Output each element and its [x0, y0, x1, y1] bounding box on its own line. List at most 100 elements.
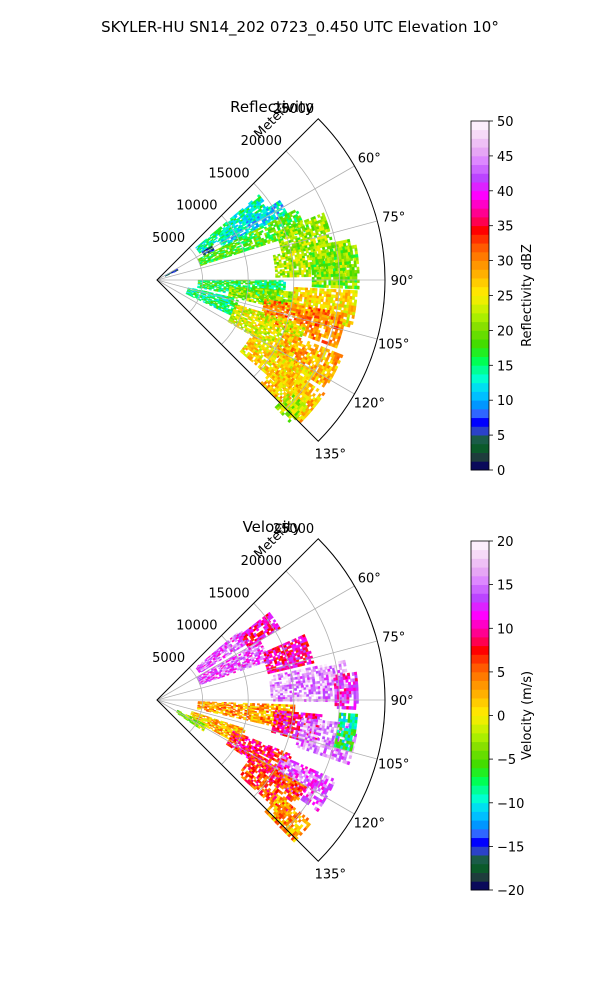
echo-gate	[308, 271, 312, 275]
echo-gate	[325, 265, 329, 270]
echo-gate	[294, 274, 298, 278]
echo-gate	[355, 257, 359, 262]
echo-gate	[323, 293, 327, 298]
radial-tick-label: 10000	[176, 199, 217, 214]
echo-gate	[218, 658, 222, 662]
colorbar-swatch	[471, 374, 489, 384]
echo-gate	[307, 290, 311, 294]
echo-gate	[353, 305, 357, 310]
echo-gate	[268, 283, 272, 286]
echo-gate	[275, 287, 279, 290]
echo-gate	[276, 283, 279, 286]
echo-gate	[305, 271, 309, 275]
echo-gate	[335, 282, 339, 286]
echo-gate	[305, 250, 309, 254]
echo-gate	[206, 284, 210, 287]
echo-gate	[206, 287, 210, 290]
echo-gate	[330, 265, 334, 270]
echo-gate	[301, 272, 305, 275]
echo-gate	[298, 267, 302, 271]
echo-gate	[340, 295, 344, 299]
echo-gate	[273, 285, 277, 288]
echo-gate	[238, 245, 242, 248]
echo-gate	[331, 337, 336, 342]
echo-gate	[332, 300, 336, 304]
echo-gate	[289, 272, 293, 276]
echo-gate	[316, 271, 320, 275]
echo-gate	[269, 291, 273, 294]
echo-gate	[284, 266, 288, 270]
echo-gate	[296, 272, 300, 276]
colorbar-swatch	[471, 400, 489, 410]
echo-gate	[308, 274, 312, 277]
echo-gate	[340, 276, 344, 280]
echo-gate	[234, 296, 238, 299]
echo-gate	[315, 387, 320, 393]
echo-gate	[330, 282, 334, 286]
echo-gate	[204, 283, 208, 286]
echo-gate	[329, 321, 333, 326]
echo-gate	[351, 296, 356, 300]
echo-gate	[315, 261, 319, 265]
echo-gate	[319, 288, 323, 292]
echo-gate	[321, 255, 326, 260]
echo-gate	[356, 266, 360, 271]
echo-gate	[356, 285, 360, 290]
echo-gate	[351, 273, 355, 277]
echo-gate	[318, 276, 322, 280]
echo-gate	[303, 274, 307, 278]
colorbar-swatch	[471, 321, 489, 331]
echo-gate	[335, 291, 339, 296]
echo-gate	[317, 301, 322, 305]
colorbar-swatch	[471, 164, 489, 174]
echo-gate	[345, 282, 348, 286]
echo-gate	[211, 281, 215, 283]
echo-gate	[314, 292, 318, 297]
echo-gate	[214, 240, 218, 243]
echo-gate	[326, 274, 329, 278]
echo-gate	[226, 673, 230, 676]
echo-gate	[302, 287, 306, 291]
echo-gate	[353, 299, 358, 304]
echo-gate	[342, 318, 346, 323]
echo-gate	[221, 281, 225, 284]
echo-gate	[284, 274, 288, 278]
colorbar-tick-label: 50	[497, 115, 514, 130]
echo-gate	[299, 655, 304, 660]
echo-gate	[262, 242, 267, 246]
echo-gate	[323, 276, 327, 280]
echo-gate	[335, 294, 339, 299]
echo-gate	[328, 291, 332, 295]
colorbar-swatch	[471, 365, 489, 375]
echo-gate	[276, 265, 280, 269]
echo-gate	[295, 287, 299, 290]
echo-gate	[332, 271, 336, 275]
echo-gate	[315, 231, 319, 236]
echo-gate	[316, 266, 320, 270]
colorbar-swatch	[471, 216, 489, 227]
echo-gate	[313, 284, 317, 288]
echo-gate	[321, 391, 326, 397]
echo-gate	[355, 260, 360, 265]
echo-gate	[318, 293, 322, 297]
echo-gate	[204, 262, 208, 265]
echo-gate	[332, 268, 336, 272]
echo-gate	[354, 276, 358, 280]
echo-gate	[231, 241, 235, 245]
echo-gate	[313, 261, 317, 266]
colorbar-swatch	[471, 147, 489, 157]
colorbar-tick-label: 10	[497, 394, 514, 409]
colorbar-swatch	[471, 452, 489, 462]
echo-gate	[282, 275, 286, 278]
echo-gate	[217, 656, 221, 660]
echo-gate	[275, 273, 278, 276]
echo-gate	[256, 284, 260, 287]
colorbar-tick-label: 25	[497, 290, 514, 305]
echo-gate	[327, 263, 331, 267]
echo-gate	[354, 290, 358, 294]
echo-gate	[215, 290, 219, 292]
echo-gate	[279, 391, 284, 396]
echo-gate	[354, 282, 358, 287]
echo-gate	[245, 282, 249, 285]
echo-gate	[201, 682, 205, 685]
